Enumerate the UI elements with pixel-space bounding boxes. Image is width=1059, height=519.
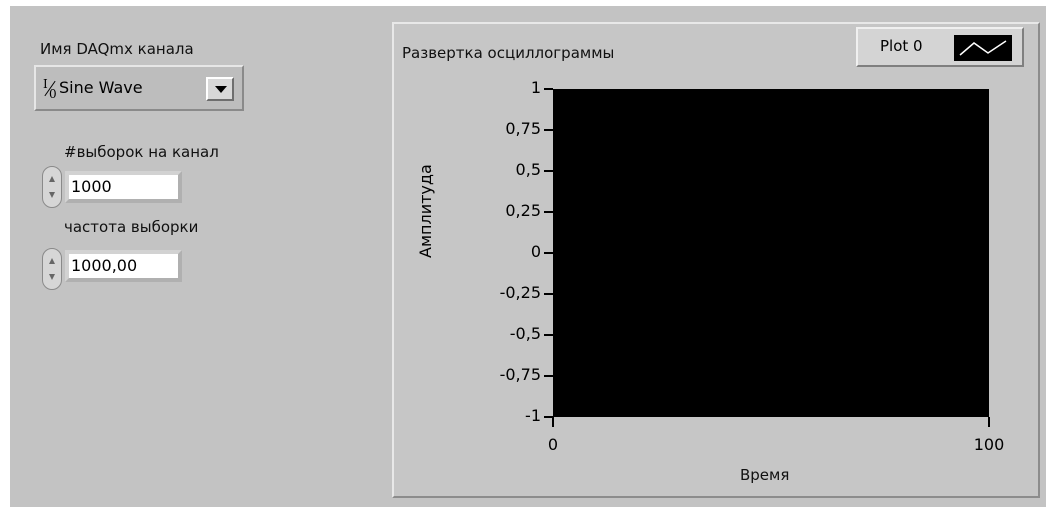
y-tick-mark xyxy=(544,129,553,131)
dropdown-button[interactable] xyxy=(206,77,234,101)
y-tick-label: -0,75 xyxy=(499,365,541,384)
y-tick-mark xyxy=(544,170,553,172)
arrow-down-icon xyxy=(49,274,55,280)
graph-title: Развертка осциллограммы xyxy=(402,44,615,62)
y-axis-label: Амплитуда xyxy=(416,164,435,258)
legend-line-swatch xyxy=(954,35,1012,61)
arrow-up-icon xyxy=(49,258,55,264)
line-plot-icon xyxy=(959,40,1007,56)
legend-plot-name: Plot 0 xyxy=(880,37,923,55)
rate-label: частота выборки xyxy=(64,218,199,236)
y-tick-mark xyxy=(544,334,553,336)
plot-legend[interactable]: Plot 0 xyxy=(856,27,1024,67)
arrow-down-icon xyxy=(49,192,55,198)
y-tick-label: 0,5 xyxy=(515,160,541,179)
x-tick-mark xyxy=(988,417,990,427)
y-tick-label: -0,25 xyxy=(499,283,541,302)
samples-label: #выборок на канал xyxy=(64,143,219,161)
samples-input[interactable]: 1000 xyxy=(65,171,182,203)
y-tick-mark xyxy=(544,88,553,90)
y-tick-label: 0,75 xyxy=(505,119,541,138)
y-tick-mark xyxy=(544,293,553,295)
rate-input[interactable]: 1000,00 xyxy=(65,250,182,282)
x-axis-label: Время xyxy=(740,466,790,484)
y-tick-label: 0 xyxy=(530,242,541,261)
y-tick-label: -1 xyxy=(525,406,541,425)
y-tick-label: 1 xyxy=(530,78,541,97)
channel-label: Имя DAQmx канала xyxy=(40,40,194,58)
plot-area[interactable] xyxy=(553,89,989,417)
rate-increment-stepper[interactable] xyxy=(42,248,62,290)
chevron-down-icon xyxy=(215,86,227,93)
arrow-up-icon xyxy=(49,176,55,182)
x-tick-label: 100 xyxy=(973,435,1005,454)
y-tick-label: 0,25 xyxy=(505,201,541,220)
x-tick-mark xyxy=(552,417,554,427)
y-tick-mark xyxy=(544,211,553,213)
y-tick-mark xyxy=(544,416,553,418)
y-tick-mark xyxy=(544,252,553,254)
y-tick-label: -0,5 xyxy=(509,324,541,343)
x-tick-label: 0 xyxy=(547,435,559,454)
y-tick-mark xyxy=(544,375,553,377)
samples-increment-stepper[interactable] xyxy=(42,166,62,208)
channel-value: Sine Wave xyxy=(59,78,143,97)
